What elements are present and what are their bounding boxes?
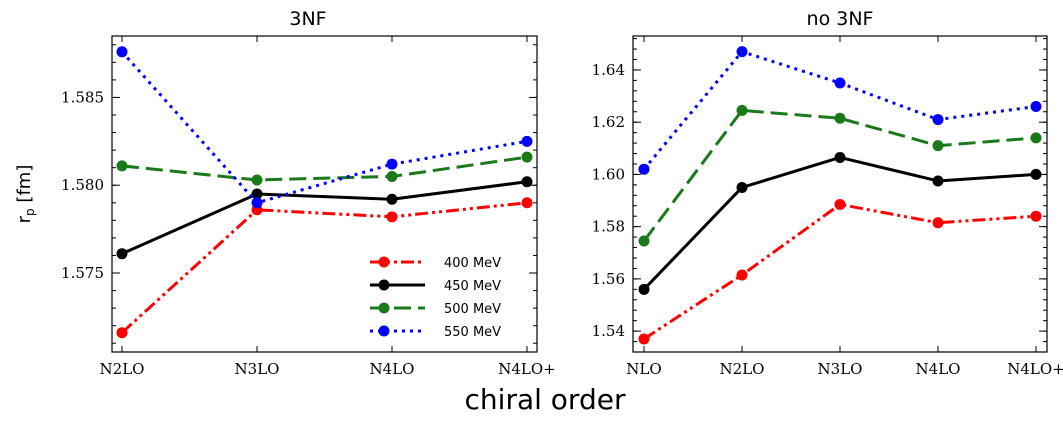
data-point: [638, 163, 650, 175]
x-tick-label: N4LO+: [1007, 360, 1063, 378]
y-tick-label: 1.54: [592, 322, 625, 340]
data-point: [251, 188, 263, 200]
data-point: [736, 104, 748, 116]
y-tick-label: 1.575: [61, 264, 104, 282]
series-line-400-mev: [643, 202, 1037, 341]
x-tick-label: N4LO+: [498, 360, 556, 378]
panel-no-3nf: no 3NF NLO N2LO N3LO N4LO N4LO+ 1.54 1.56 1.58 1…: [592, 8, 1063, 378]
data-point: [834, 198, 846, 210]
panel-3nf: 3NF N2LO N3LO N4LO N4LO+ 1.575 1.580 1.585 400…: [61, 8, 556, 378]
legend-label: 500 MeV: [444, 302, 501, 317]
y-tick-label: 1.580: [61, 176, 104, 194]
data-point: [386, 211, 398, 223]
data-point: [1030, 101, 1042, 113]
series-line-550-mev: [120, 50, 528, 205]
legend-marker: [378, 256, 390, 268]
data-point: [251, 174, 263, 186]
x-tick-label: N4LO: [916, 360, 961, 378]
data-point: [1030, 210, 1042, 222]
x-axis-label: chiral order: [465, 383, 626, 416]
data-point: [1030, 132, 1042, 144]
data-point: [932, 114, 944, 126]
data-point: [386, 158, 398, 170]
data-point: [834, 112, 846, 124]
series-line-550-mev: [642, 50, 1037, 171]
x-tick-label: N4LO: [370, 360, 415, 378]
data-point: [116, 327, 128, 339]
data-point: [251, 197, 263, 209]
y-tick-label: 1.60: [592, 165, 625, 183]
y-tick-label: 1.64: [592, 61, 625, 79]
data-point: [736, 46, 748, 58]
x-tick-label: N3LO: [235, 360, 280, 378]
y-tick-label: 1.56: [592, 270, 625, 288]
data-point: [521, 151, 533, 163]
legend-label: 450 MeV: [444, 279, 501, 294]
legend-label: 550 MeV: [444, 325, 501, 340]
x-tick-label: N3LO: [818, 360, 863, 378]
data-point: [386, 193, 398, 205]
data-point: [736, 181, 748, 193]
y-tick-label: 1.58: [592, 218, 625, 236]
data-point: [386, 170, 398, 182]
y-tick-label: 1.62: [592, 113, 625, 131]
legend-marker: [378, 325, 390, 337]
data-point: [638, 333, 650, 345]
data-point: [834, 151, 846, 163]
data-point: [638, 235, 650, 247]
series-line-450-mev: [642, 155, 1037, 291]
data-point: [1030, 168, 1042, 180]
data-point: [521, 197, 533, 209]
legend-label: 400 MeV: [444, 256, 501, 271]
y-tick-label: 1.585: [61, 88, 104, 106]
data-point: [116, 160, 128, 172]
series-line-400-mev: [120, 201, 528, 334]
series-line-500-mev: [642, 108, 1037, 242]
legend: 400 MeV 450 MeV 500 MeV 550 MeV: [370, 256, 501, 340]
series-line-450-mev: [121, 180, 528, 256]
data-point: [116, 248, 128, 260]
data-point: [116, 46, 128, 58]
x-tick-label: N2LO: [720, 360, 765, 378]
x-tick-label: NLO: [626, 360, 661, 378]
data-point: [521, 135, 533, 147]
y-axis-label: rp [fm]: [14, 165, 37, 224]
panel-title-3nf: 3NF: [289, 8, 326, 30]
data-point: [932, 217, 944, 229]
data-point: [932, 140, 944, 152]
data-point: [736, 269, 748, 281]
x-tick-label: N2LO: [100, 360, 145, 378]
plot-frame-3nf: [111, 35, 538, 353]
panel-title-no-3nf: no 3NF: [807, 8, 874, 30]
data-point: [521, 176, 533, 188]
data-point: [638, 283, 650, 295]
data-point: [932, 175, 944, 187]
legend-marker: [378, 279, 390, 291]
data-point: [834, 77, 846, 89]
legend-marker: [378, 302, 390, 314]
series-line-500-mev: [121, 155, 528, 182]
